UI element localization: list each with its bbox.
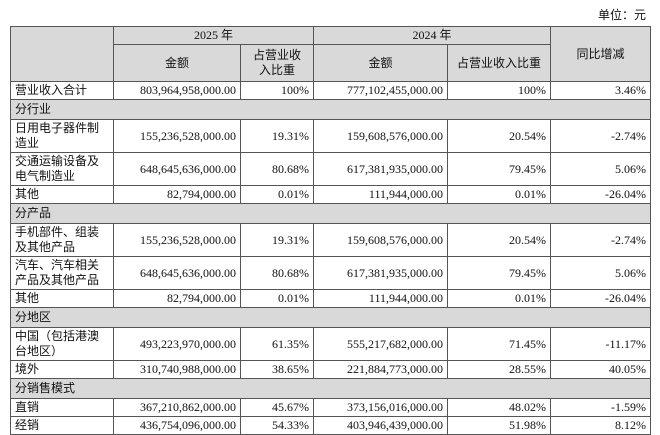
data-row: 其他 82,794,000.00 0.01% 111,944,000.00 0.01% -… [10,185,652,204]
cell-value: 40.05% [550,360,652,379]
cell-value: 20.54% [447,119,552,153]
data-row: 交通运输设备及电气制造业 648,645,636,000.00 80.68% 617,… [10,152,652,186]
cell-value: 3.46% [550,81,652,100]
data-row: 汽车、汽车相关产品及其他产品 648,645,636,000.00 80.68% 61… [10,256,652,290]
table-header: 2025 年 2024 年 同比增减 金额 占营业收入比重 金额 占营业收入比重 [10,26,652,82]
data-row: 经销 436,754,096,000.00 54.33% 403,946,439,00… [10,416,652,435]
cell-value: 82,794,000.00 [113,185,241,204]
cell-value: 111,944,000.00 [313,289,449,308]
cell-value: 80.68% [239,256,315,290]
section-row: 分产品 [9,203,652,224]
data-row: 日用电子器件制造业 155,236,528,000.00 19.31% 159,608… [10,119,652,153]
cell-value: 648,645,636,000.00 [113,152,241,186]
cell-value: 20.54% [447,223,552,257]
cell-value: 51.98% [447,416,552,435]
cell-value: 436,754,096,000.00 [113,416,241,435]
data-row: 营业收入合计 803,964,958,000.00 100% 777,102,455,… [10,81,652,100]
data-row: 其他 82,794,000.00 0.01% 111,944,000.00 0.01% -… [10,289,652,308]
cell-value: 777,102,455,000.00 [313,81,449,100]
header-cell: 2024 年 [313,26,552,45]
cell-value: 0.01% [447,289,552,308]
cell-value: -2.74% [550,223,652,257]
row-label: 其他 [10,289,114,308]
cell-value: 111,944,000.00 [313,185,449,204]
cell-value: 45.67% [239,398,315,417]
cell-value: 61.35% [239,327,315,361]
section-row: 分销售模式 [9,378,652,399]
header-cell: 金额 [113,44,241,82]
header-cell: 金额 [313,44,449,82]
cell-value: 159,608,576,000.00 [313,119,449,153]
cell-value: 5.06% [550,152,652,186]
cell-value: 71.45% [447,327,552,361]
cell-value: 28.55% [447,360,552,379]
cell-value: 8.12% [550,416,652,435]
cell-value: 48.02% [447,398,552,417]
section-row: 分行业 [9,99,652,120]
data-row: 中国（包括港澳台地区） 493,223,970,000.00 61.35% 555,2… [10,327,652,361]
table-body: 营业收入合计 803,964,958,000.00 100% 777,102,455,… [9,81,652,435]
row-label: 其他 [10,185,114,204]
cell-value: 54.33% [239,416,315,435]
header-cell: 2025 年 [112,26,315,45]
cell-value: 373,156,016,000.00 [313,398,449,417]
row-label: 汽车、汽车相关产品及其他产品 [10,256,114,290]
cell-value: 100% [447,81,552,100]
header-cell: 同比增减 [550,26,652,82]
cell-value: 310,740,988,000.00 [113,360,241,379]
section-row: 分地区 [9,307,652,328]
row-label: 中国（包括港澳台地区） [10,327,114,361]
cell-value: 79.45% [447,152,552,186]
cell-value: 555,217,682,000.00 [313,327,449,361]
cell-value: 0.01% [447,185,552,204]
cell-value: -11.17% [550,327,652,361]
cell-value: 0.01% [239,289,315,308]
cell-value: 648,645,636,000.00 [113,256,241,290]
data-row: 手机部件、组装及其他产品 155,236,528,000.00 19.31% 159,… [10,223,652,257]
cell-value: 79.45% [447,256,552,290]
cell-value: -26.04% [550,289,652,308]
cell-value: 617,381,935,000.00 [313,152,449,186]
cell-value: 5.06% [550,256,652,290]
cell-value: 221,884,773,000.00 [313,360,449,379]
cell-value: -2.74% [550,119,652,153]
cell-value: 80.68% [239,152,315,186]
row-label: 日用电子器件制造业 [10,119,114,153]
cell-value: -1.59% [550,398,652,417]
row-label: 手机部件、组装及其他产品 [10,223,114,257]
section-label: 分产品 [9,203,652,224]
header-cell [10,26,114,82]
cell-value: 155,236,528,000.00 [113,223,241,257]
cell-value: 19.31% [239,223,315,257]
data-row: 直销 367,210,862,000.00 45.67% 373,156,016,00… [10,398,652,417]
cell-value: 0.01% [239,185,315,204]
cell-value: -26.04% [550,185,652,204]
row-label: 直销 [10,398,114,417]
row-label: 境外 [10,360,114,379]
unit-label: 单位：元 [597,8,646,22]
cell-value: 155,236,528,000.00 [113,119,241,153]
section-label: 分行业 [9,99,652,120]
cell-value: 38.65% [239,360,315,379]
data-row: 境外 310,740,988,000.00 38.65% 221,884,773,00… [10,360,652,379]
header-cell: 占营业收入比重 [239,44,315,82]
row-label: 营业收入合计 [10,81,114,100]
cell-value: 803,964,958,000.00 [113,81,241,100]
cell-value: 617,381,935,000.00 [313,256,449,290]
revenue-table: 2025 年 2024 年 同比增减 金额 占营业收入比重 金额 占营业收入比重… [9,26,652,435]
cell-value: 19.31% [239,119,315,153]
row-label: 经销 [10,416,114,435]
section-label: 分地区 [9,307,652,328]
cell-value: 403,946,439,000.00 [313,416,449,435]
header-cell: 占营业收入比重 [447,44,552,82]
cell-value: 159,608,576,000.00 [313,223,449,257]
cell-value: 100% [239,81,315,100]
row-label: 交通运输设备及电气制造业 [10,152,114,186]
cell-value: 367,210,862,000.00 [113,398,241,417]
cell-value: 82,794,000.00 [113,289,241,308]
cell-value: 493,223,970,000.00 [113,327,241,361]
section-label: 分销售模式 [9,378,652,399]
